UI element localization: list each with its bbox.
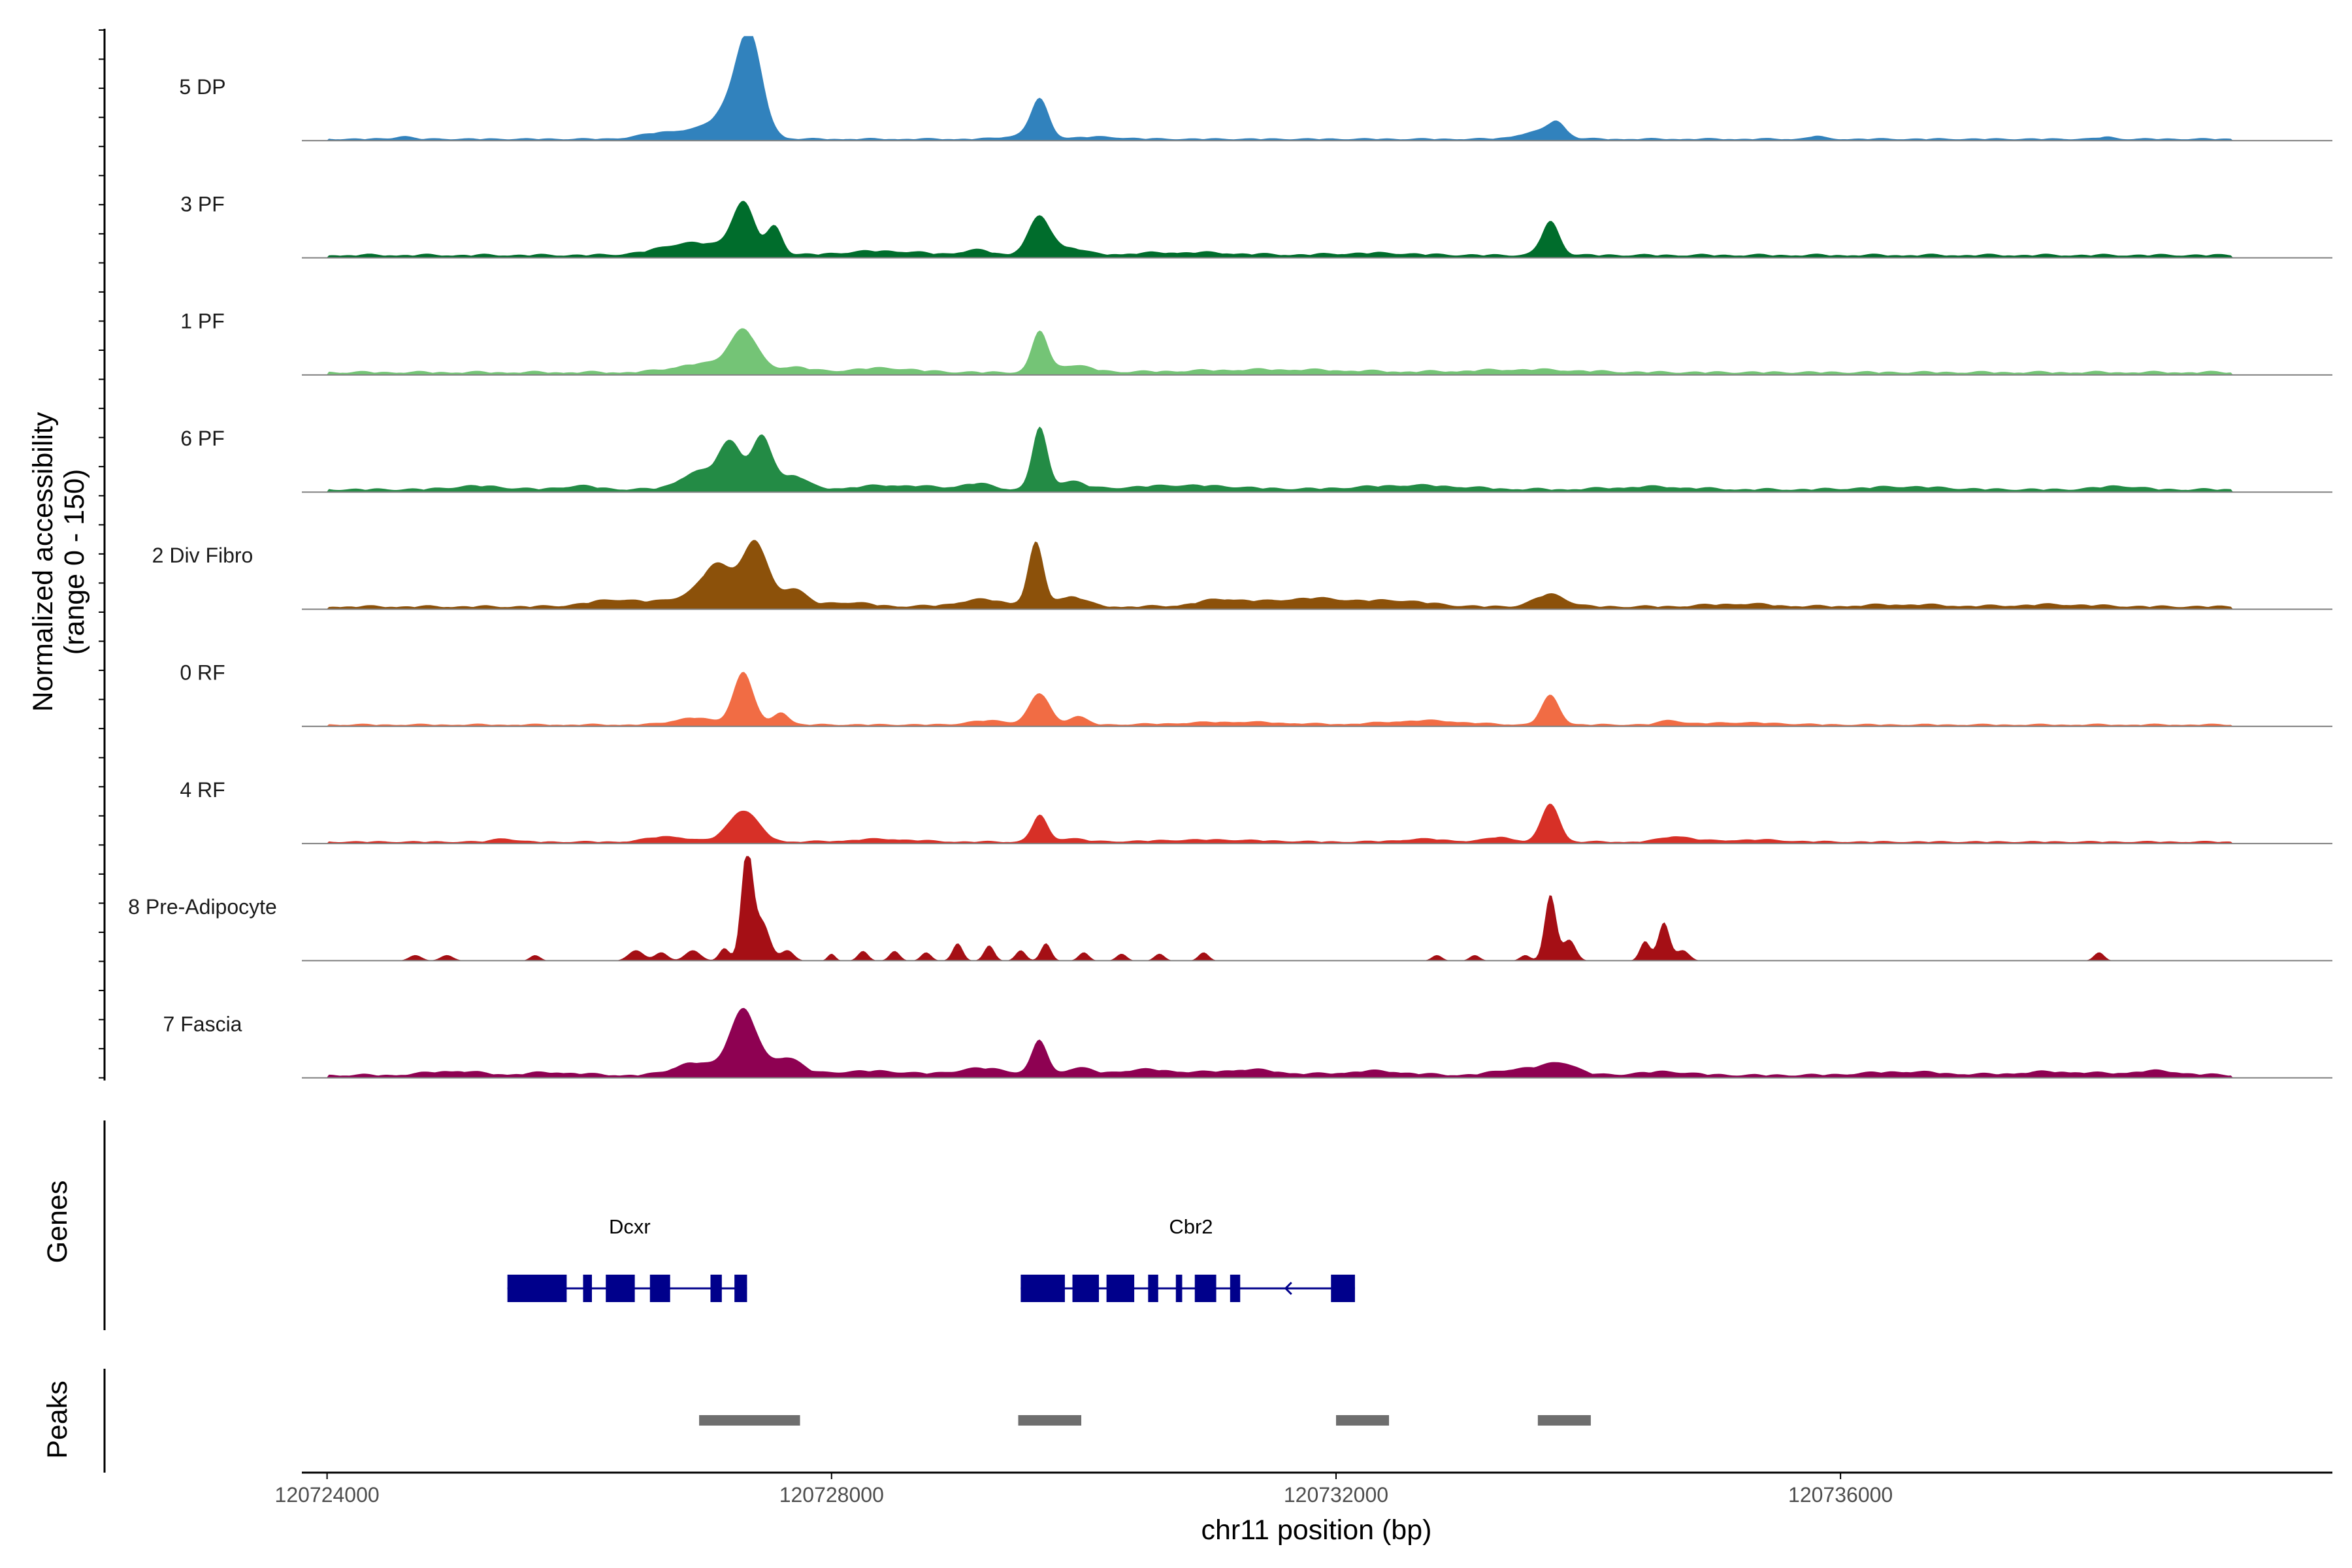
gene-exon [1072, 1275, 1100, 1302]
genes-panel-label: Genes [42, 1181, 73, 1264]
x-tick-label: 120732000 [1284, 1483, 1388, 1507]
gene-exon [583, 1275, 592, 1302]
coverage-area-1 [302, 201, 2332, 258]
coverage-area-4 [302, 540, 2332, 610]
gene-dcxr: Dcxr [507, 1215, 747, 1302]
x-axis: 120724000 120728000 120732000 120736000 [275, 1471, 2332, 1507]
gene-exon [1194, 1275, 1217, 1302]
coverage-area-7 [302, 856, 2332, 961]
peaks-panel-label: Peaks [42, 1380, 73, 1459]
coverage-area-3 [302, 426, 2332, 493]
coverage-area-0 [302, 36, 2332, 141]
x-axis-title: chr11 position (bp) [1201, 1514, 1432, 1546]
gene-exon [1230, 1275, 1241, 1302]
track-6-pf: 6 PF [180, 426, 2332, 493]
genes-panel: Dcxr Cbr2 [103, 1120, 1355, 1330]
gene-exon [1021, 1275, 1065, 1302]
peak-region [1018, 1415, 1082, 1426]
track-4-rf: 4 RF [180, 778, 2332, 845]
y-axis-range: (range 0 - 150) [59, 469, 90, 655]
x-tick-label: 120736000 [1788, 1483, 1893, 1507]
gene-label: Dcxr [609, 1215, 651, 1238]
track-label-2: 1 PF [180, 310, 225, 333]
tracks-layer: 5 DP 3 PF 1 PF 6 PF 2 Div Fibro 0 RF 4 RF 8 Pre… [128, 36, 2332, 1079]
track-label-8: 7 Fascia [163, 1012, 242, 1036]
track-2-div-fibro: 2 Div Fibro [152, 540, 2332, 610]
gene-exon [1148, 1275, 1158, 1302]
track-label-3: 6 PF [180, 427, 225, 450]
peak-region [1335, 1415, 1390, 1426]
x-tick-label: 120728000 [779, 1483, 884, 1507]
gene-exon [1331, 1275, 1355, 1302]
coverage-area-6 [302, 804, 2332, 844]
gene-cbr2: Cbr2 [1021, 1215, 1355, 1302]
gene-label: Cbr2 [1169, 1215, 1213, 1238]
gene-exon [734, 1275, 747, 1302]
gene-exon [606, 1275, 635, 1302]
track-7-fascia: 7 Fascia [163, 1007, 2332, 1079]
track-label-0: 5 DP [179, 75, 225, 99]
x-tick-label: 120724000 [275, 1483, 380, 1507]
gene-exon [1106, 1275, 1135, 1302]
coverage-area-5 [302, 672, 2332, 727]
gene-exon [1175, 1275, 1183, 1302]
track-3-pf: 3 PF [180, 192, 2332, 259]
track-label-4: 2 Div Fibro [152, 544, 253, 567]
peak-region [1537, 1415, 1591, 1426]
coverage-area-8 [302, 1007, 2332, 1078]
track-label-1: 3 PF [180, 192, 225, 216]
track-5-dp: 5 DP [179, 36, 2332, 142]
track-8-pre-adipocyte: 8 Pre-Adipocyte [128, 856, 2332, 962]
y-axis-title: Normalized accessibility [27, 412, 59, 711]
coverage-area-2 [302, 328, 2332, 375]
gene-exon [710, 1275, 722, 1302]
track-label-7: 8 Pre-Adipocyte [128, 895, 277, 919]
gene-exon [507, 1275, 567, 1302]
gene-exon [649, 1275, 670, 1302]
track-label-6: 4 RF [180, 778, 225, 802]
track-1-pf: 1 PF [180, 310, 2332, 376]
track-0-rf: 0 RF [180, 661, 2332, 727]
coverage-axis [99, 29, 106, 1081]
track-label-5: 0 RF [180, 661, 225, 685]
peaks-panel [103, 1369, 1591, 1473]
strand-arrow-icon [1284, 1281, 1292, 1296]
peak-region [699, 1415, 800, 1426]
